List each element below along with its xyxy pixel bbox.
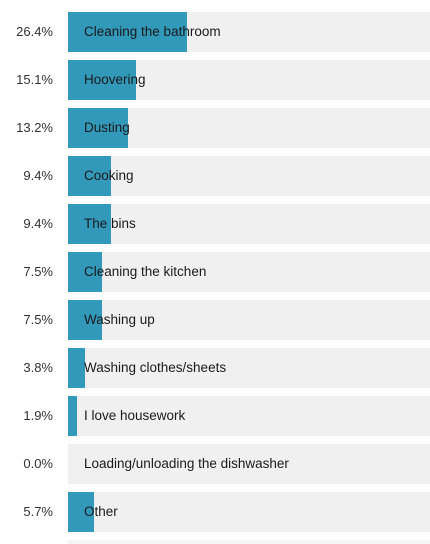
percent-label: 7.5% bbox=[23, 264, 53, 279]
bar-track: Washing up bbox=[68, 300, 430, 340]
bar-track: Other bbox=[68, 492, 430, 532]
option-row: 7.5% Cleaning the kitchen bbox=[0, 252, 430, 292]
option-label: Cooking bbox=[84, 168, 134, 183]
option-row: 5.7% Other bbox=[0, 492, 430, 532]
bar-track: Cooking bbox=[68, 156, 430, 196]
option-row: 26.4% Cleaning the bathroom bbox=[0, 12, 430, 52]
percent-label: 1.9% bbox=[23, 408, 53, 423]
option-row: 0.0% Loading/unloading the dishwasher bbox=[0, 444, 430, 484]
option-label: Loading/unloading the dishwasher bbox=[84, 456, 289, 471]
bar bbox=[68, 252, 102, 292]
bar-track: Washing clothes/sheets bbox=[68, 348, 430, 388]
bar-track: I love housework bbox=[68, 396, 430, 436]
option-label: Washing clothes/sheets bbox=[84, 360, 227, 375]
bar bbox=[68, 492, 94, 532]
percent-label: 0.0% bbox=[23, 456, 53, 471]
option-label: Dusting bbox=[84, 120, 130, 135]
option-row: 7.5% Washing up bbox=[0, 300, 430, 340]
percent-label: 7.5% bbox=[23, 312, 53, 327]
bar bbox=[68, 396, 77, 436]
percent-label: 5.7% bbox=[23, 504, 53, 519]
option-row: 13.2% Dusting bbox=[0, 108, 430, 148]
bar-track: Cleaning the bathroom bbox=[68, 12, 430, 52]
bar-track: Hoovering bbox=[68, 60, 430, 100]
bar-track: Cleaning the kitchen bbox=[68, 252, 430, 292]
option-label: I love housework bbox=[84, 408, 186, 423]
percent-label: 26.4% bbox=[16, 24, 53, 39]
bar bbox=[68, 60, 136, 100]
bar bbox=[68, 12, 187, 52]
bar bbox=[68, 156, 111, 196]
bar bbox=[68, 348, 85, 388]
percent-label: 9.4% bbox=[23, 168, 53, 183]
bar bbox=[68, 108, 128, 148]
percent-label: 15.1% bbox=[16, 72, 53, 87]
option-label: Cleaning the kitchen bbox=[84, 264, 207, 279]
option-row: 3.8% Washing clothes/sheets bbox=[0, 348, 430, 388]
option-label: Hoovering bbox=[84, 72, 146, 87]
percent-label: 3.8% bbox=[23, 360, 53, 375]
option-row: 15.1% Hoovering bbox=[0, 60, 430, 100]
option-row: 1.9% I love housework bbox=[0, 396, 430, 436]
next-row-track-edge bbox=[68, 540, 430, 544]
percent-label: 13.2% bbox=[16, 120, 53, 135]
bar bbox=[68, 300, 102, 340]
option-row: 9.4% Cooking bbox=[0, 156, 430, 196]
percent-label: 9.4% bbox=[23, 216, 53, 231]
option-label: Cleaning the bathroom bbox=[84, 24, 221, 39]
bar-track: Loading/unloading the dishwasher bbox=[68, 444, 430, 484]
option-label: The bins bbox=[84, 216, 136, 231]
option-row: 9.4% The bins bbox=[0, 204, 430, 244]
option-label: Other bbox=[84, 504, 118, 519]
bar bbox=[68, 204, 111, 244]
bar-track: Dusting bbox=[68, 108, 430, 148]
option-label: Washing up bbox=[84, 312, 155, 327]
bar-track: The bins bbox=[68, 204, 430, 244]
